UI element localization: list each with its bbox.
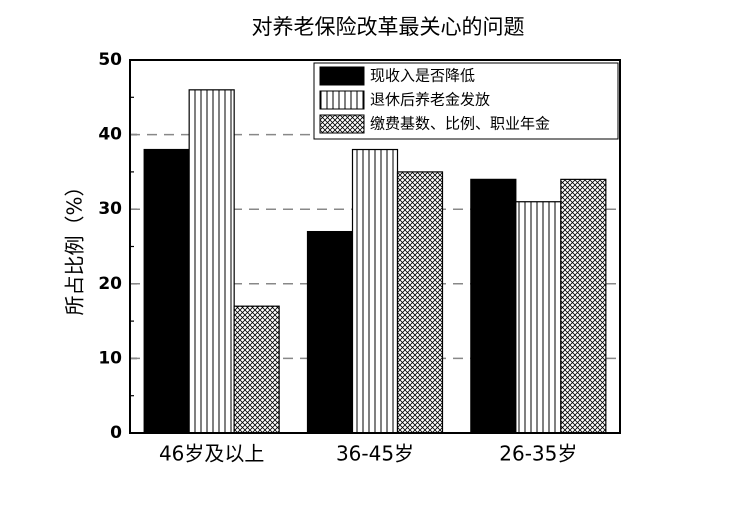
legend-swatch [319, 114, 365, 134]
legend-label: 缴费基数、比例、职业年金 [370, 115, 550, 133]
y-axis-label: 所占比例（%） [63, 176, 87, 315]
legend-label: 现收入是否降低 [370, 67, 475, 85]
x-tick-label: 46岁及以上 [159, 442, 264, 466]
y-tick-label: 20 [98, 274, 122, 294]
plot-frame [129, 59, 621, 434]
bar [188, 89, 235, 434]
legend-swatch [319, 90, 365, 110]
bar [470, 178, 517, 434]
y-tick-label: 0 [110, 423, 122, 443]
y-tick-label: 10 [98, 348, 122, 368]
bar [396, 171, 444, 434]
x-tick-label: 36-45岁 [336, 442, 414, 466]
legend-box [313, 62, 619, 140]
bar [351, 148, 399, 434]
bar [233, 305, 280, 434]
y-tick-label: 30 [98, 199, 122, 219]
bar [560, 178, 607, 434]
legend-label: 退休后养老金发放 [370, 91, 490, 109]
chart-title: 对养老保险改革最关心的问题 [252, 15, 525, 39]
bar [143, 148, 190, 434]
x-tick-label: 26-35岁 [499, 442, 577, 466]
y-tick-label: 50 [98, 50, 122, 70]
legend-swatch [319, 66, 365, 86]
y-tick-label: 40 [98, 125, 122, 145]
bar [306, 230, 354, 434]
bar [515, 201, 562, 434]
